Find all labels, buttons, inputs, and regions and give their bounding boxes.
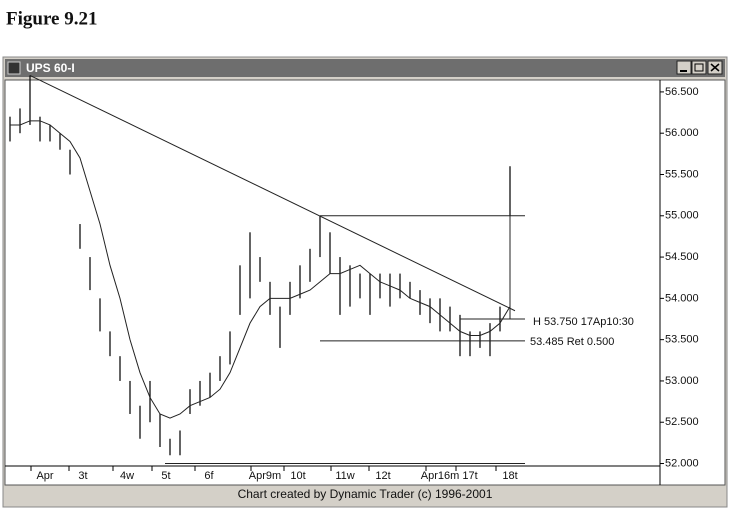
x-tick-label: 5t (161, 470, 170, 482)
window-buttons (676, 60, 723, 75)
window-title: UPS 60-I (26, 61, 75, 75)
trendline (29, 74, 516, 312)
x-tick-label: 17t (462, 470, 477, 482)
title-bar (5, 59, 725, 77)
footer: Chart created by Dynamic Trader (c) 1996… (238, 487, 493, 501)
x-tick-label: 10t (290, 470, 305, 482)
moving-average (10, 120, 511, 419)
maximize-icon (694, 63, 704, 72)
y-tick-label: 54.000 (665, 292, 699, 304)
y-tick-label: 53.000 (665, 375, 699, 387)
y-tick-label: 54.500 (665, 251, 699, 263)
annotation-label: H 53.750 17Ap10:30 (533, 316, 634, 328)
annotation-label: 53.485 Ret 0.500 (530, 336, 614, 348)
close-icon (710, 63, 720, 72)
window-icon (7, 61, 21, 75)
x-tick-label: Apr (36, 470, 53, 482)
plot-area (4, 79, 726, 486)
x-tick-label: 11w (335, 470, 354, 482)
x-tick-label: Apr16m (421, 470, 460, 482)
x-tick-label: 12t (375, 470, 390, 482)
y-tick-label: 52.000 (665, 457, 699, 469)
y-tick-label: 52.500 (665, 416, 699, 428)
y-tick-label: 56.000 (665, 127, 699, 139)
y-tick-label: 55.500 (665, 168, 699, 180)
x-tick-label: 3t (78, 470, 87, 482)
y-tick-label: 53.500 (665, 334, 699, 346)
maximize-button[interactable] (691, 60, 707, 75)
x-tick-label: 4w (120, 470, 134, 482)
x-tick-label: 6f (204, 470, 214, 482)
y-tick-label: 56.500 (665, 86, 699, 98)
figure-title: Figure 9.21 (6, 8, 97, 29)
x-tick-label: 18t (502, 470, 517, 482)
minimize-button[interactable] (676, 60, 692, 75)
x-tick-label: Apr9m (249, 470, 281, 482)
y-tick-label: 55.000 (665, 210, 699, 222)
